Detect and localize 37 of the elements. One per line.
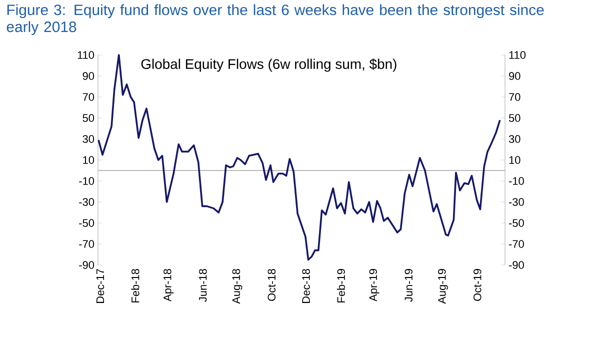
x-tick-label: Feb-19 xyxy=(336,269,345,302)
y-tick-label: -10 xyxy=(79,177,94,185)
chart-subtitle: Global Equity Flows (6w rolling sum, $bn) xyxy=(141,58,396,72)
x-tick-label: Apr-18 xyxy=(164,269,174,302)
y2-tick-label: -10 xyxy=(509,177,524,185)
y2-tick-label: 110 xyxy=(509,51,526,59)
y-tick-label: 10 xyxy=(83,156,94,164)
y2-tick-label: -70 xyxy=(509,240,524,248)
y-tick-label: -90 xyxy=(79,261,94,269)
y2-tick-label: -30 xyxy=(509,198,524,206)
y-tick-label: 50 xyxy=(82,114,94,122)
x-tick-label: Aug-18 xyxy=(232,269,242,304)
x-tick-label: Oct-18 xyxy=(268,269,276,301)
chart-title: Figure 3: Equity fund flows over the last 6 weeks have been the strongest since early 2018 xyxy=(6,4,544,36)
y2-tick-label: 70 xyxy=(509,93,520,101)
x-tick-label: Jun-19 xyxy=(404,269,412,302)
line-series xyxy=(98,54,501,261)
y2-tick-label: 30 xyxy=(508,135,520,143)
y-tick-label: 70 xyxy=(82,93,94,101)
y-tick-label: -30 xyxy=(79,198,94,206)
y-tick-label: -50 xyxy=(79,219,94,227)
x-tick-label: Oct-19 xyxy=(474,269,482,301)
y2-tick-label: 50 xyxy=(508,114,520,122)
y2-tick-label: 90 xyxy=(509,72,520,80)
y-tick-label: -70 xyxy=(79,240,94,248)
y2-tick-label: 10 xyxy=(509,156,520,164)
y-tick-label: 90 xyxy=(82,72,94,80)
y-tick-label: 110 xyxy=(78,51,94,59)
x-tick-label: Aug-19 xyxy=(438,269,448,304)
y2-tick-label: -90 xyxy=(509,261,524,269)
x-tick-label: Apr-19 xyxy=(369,269,380,302)
y2-tick-label: -50 xyxy=(509,219,524,227)
x-tick-label: Dec-17 xyxy=(96,269,104,303)
x-tick-label: Jun-18 xyxy=(198,269,207,302)
y-tick-label: 30 xyxy=(82,135,94,143)
x-tick-label: Feb-18 xyxy=(131,269,140,302)
x-tick-label: Dec-18 xyxy=(302,269,310,303)
